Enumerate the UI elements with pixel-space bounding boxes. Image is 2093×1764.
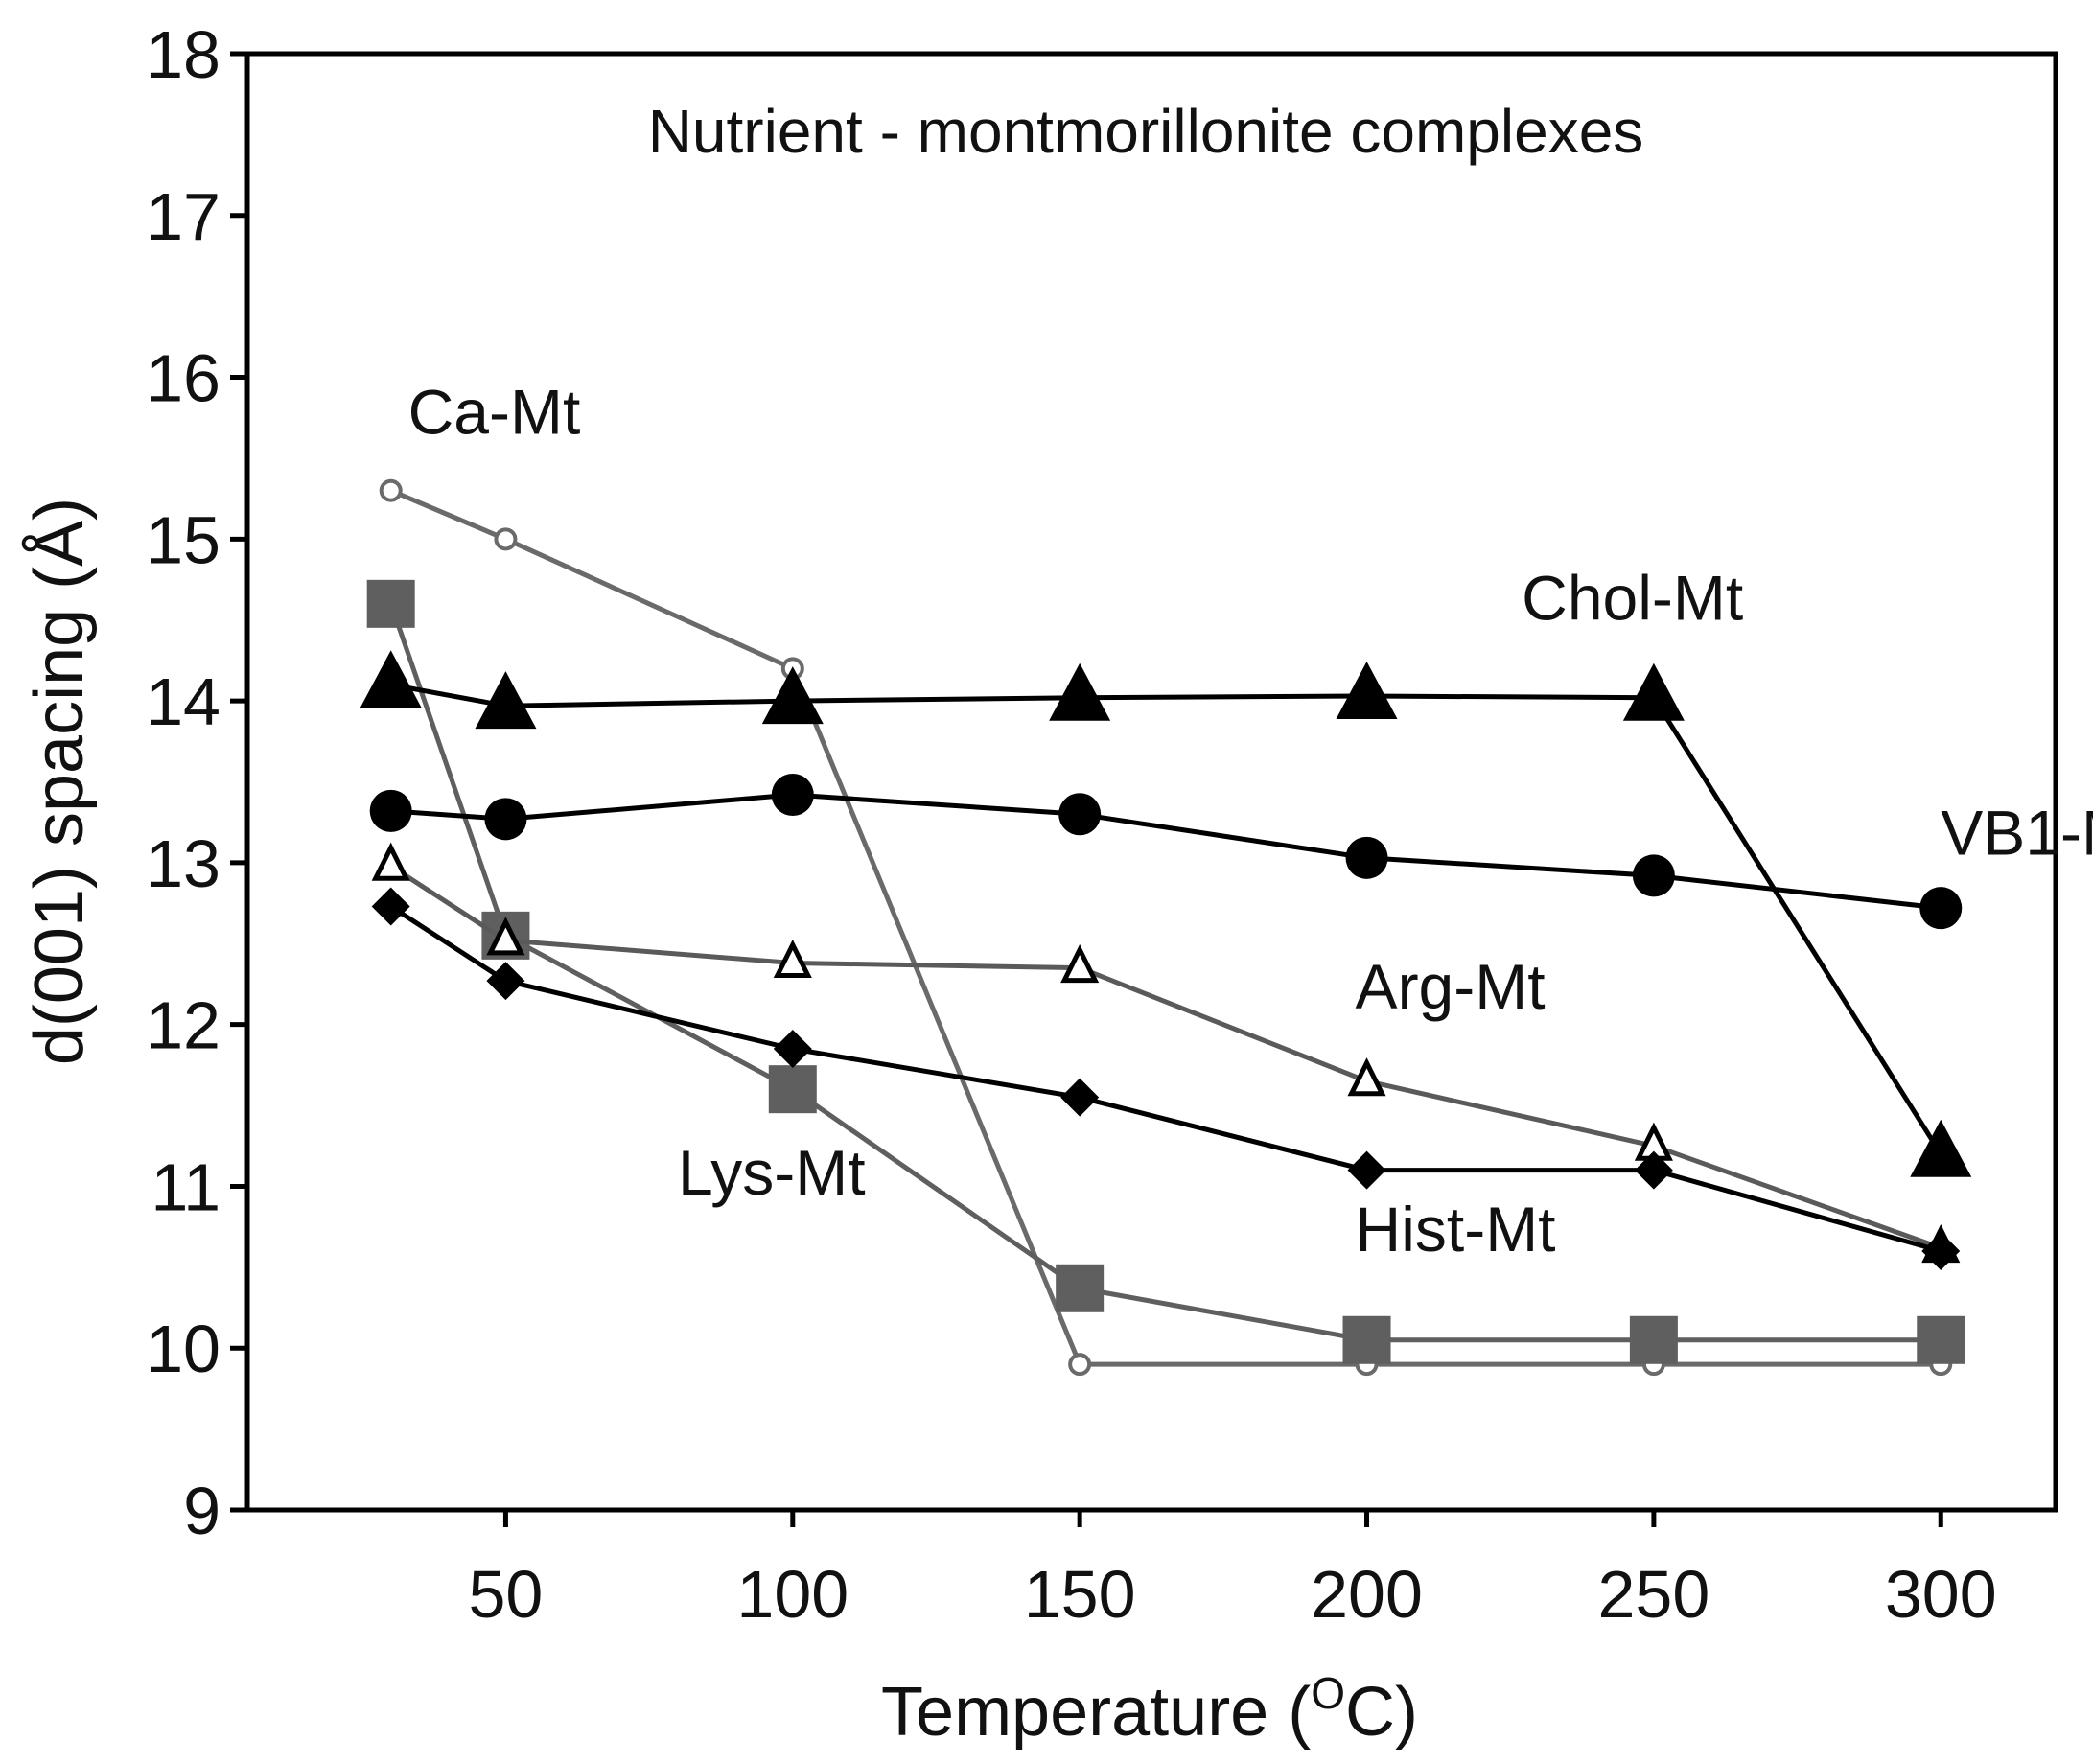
x-axis-title-main: Temperature ( <box>881 1674 1311 1751</box>
data-point-ca-mt <box>494 527 518 551</box>
y-axis: 9 10 11 12 13 14 15 16 17 18 <box>146 17 247 1548</box>
y-tick-label: 14 <box>146 664 221 739</box>
data-point-chol-mt <box>761 666 824 725</box>
series-ca-mt <box>379 478 1953 1377</box>
data-point-ca-mt <box>1068 1353 1092 1377</box>
x-tick-label: 150 <box>1024 1557 1136 1632</box>
chart-title: Nutrient - montmorillonite complexes <box>648 97 1644 166</box>
y-tick-label: 18 <box>146 17 221 92</box>
data-point-arg-mt <box>1347 1057 1386 1097</box>
data-point-arg-mt <box>486 917 525 956</box>
series-chol-mt <box>360 650 1972 1177</box>
data-point-hist-mt <box>1347 1150 1386 1190</box>
x-axis-title-suffix: C) <box>1345 1674 1418 1751</box>
series-label-chol-mt: Chol-Mt <box>1522 563 1743 634</box>
x-axis-title-superscript: O <box>1311 1668 1345 1718</box>
data-point-chol-mt <box>1049 662 1111 721</box>
data-point-hist-mt <box>371 887 410 926</box>
y-tick-label: 12 <box>146 988 221 1063</box>
x-tick-label: 300 <box>1885 1557 1997 1632</box>
series-label-hist-mt: Hist-Mt <box>1356 1194 1556 1265</box>
x-axis-title: Temperature (OC) <box>881 1668 1418 1751</box>
x-axis: 50 100 150 200 250 300 <box>468 1510 1997 1632</box>
data-point-lys-mt <box>1342 1315 1391 1364</box>
series-line-vb1-mt <box>390 792 1942 911</box>
data-point-vb1-mt <box>484 798 527 841</box>
data-point-arg-mt <box>371 842 410 881</box>
data-point-vb1-mt <box>369 789 412 832</box>
x-tick-label: 50 <box>468 1557 543 1632</box>
y-tick-label: 9 <box>183 1474 221 1548</box>
series-line-arg-mt <box>389 864 1942 1250</box>
data-point-hist-mt <box>1634 1150 1673 1190</box>
y-tick-label: 11 <box>151 1149 221 1224</box>
data-point-hist-mt <box>1060 1078 1100 1117</box>
data-point-chol-mt <box>1622 662 1685 721</box>
series-label-vb1-mt: VB1-Mt <box>1941 797 2093 868</box>
data-point-hist-mt <box>1921 1231 1961 1270</box>
series-arg-mt <box>371 842 1961 1264</box>
x-tick-label: 100 <box>736 1557 849 1632</box>
plot-frame <box>244 51 2058 1513</box>
series-label-arg-mt: Arg-Mt <box>1356 951 1546 1022</box>
data-point-ca-mt <box>379 478 403 502</box>
series-line-chol-mt <box>390 682 1943 1156</box>
data-point-lys-mt <box>768 1065 817 1114</box>
y-tick-label: 15 <box>146 502 221 577</box>
x-tick-label: 200 <box>1311 1557 1423 1632</box>
series-line-hist-mt <box>389 904 1942 1254</box>
series-layer <box>360 478 1972 1377</box>
data-point-lys-mt <box>1056 1264 1105 1312</box>
data-point-lys-mt <box>1629 1315 1678 1364</box>
annotation-layer: Ca-Mt Chol-Mt VB1-Mt Arg-Mt Lys-Mt Hist-Mt <box>408 377 2093 1265</box>
data-point-chol-mt <box>360 650 422 708</box>
data-point-chol-mt <box>1336 662 1398 720</box>
data-point-hist-mt <box>773 1029 812 1068</box>
data-point-lys-mt <box>1917 1315 1965 1364</box>
series-label-lys-mt: Lys-Mt <box>678 1137 866 1208</box>
data-point-lys-mt <box>366 579 415 628</box>
y-tick-label: 13 <box>146 826 221 901</box>
data-point-chol-mt <box>1910 1119 1972 1177</box>
data-point-chol-mt <box>475 671 537 730</box>
y-tick-label: 10 <box>146 1311 221 1386</box>
data-point-arg-mt <box>1060 944 1100 984</box>
y-tick-label: 16 <box>146 341 221 416</box>
y-axis-title: d(001) spacing (Å) <box>21 498 98 1065</box>
series-line-lys-mt <box>388 602 1942 1343</box>
series-vb1-mt <box>369 774 1963 930</box>
data-point-vb1-mt <box>1058 793 1102 836</box>
x-tick-label: 250 <box>1597 1557 1709 1632</box>
series-hist-mt <box>371 887 1961 1270</box>
data-point-hist-mt <box>486 962 525 1001</box>
data-point-vb1-mt <box>1632 854 1675 897</box>
data-point-vb1-mt <box>771 774 814 817</box>
data-point-arg-mt <box>773 939 812 979</box>
series-label-ca-mt: Ca-Mt <box>408 377 581 448</box>
y-tick-label: 17 <box>146 179 221 254</box>
data-point-vb1-mt <box>1345 836 1388 879</box>
data-point-vb1-mt <box>1919 887 1963 930</box>
